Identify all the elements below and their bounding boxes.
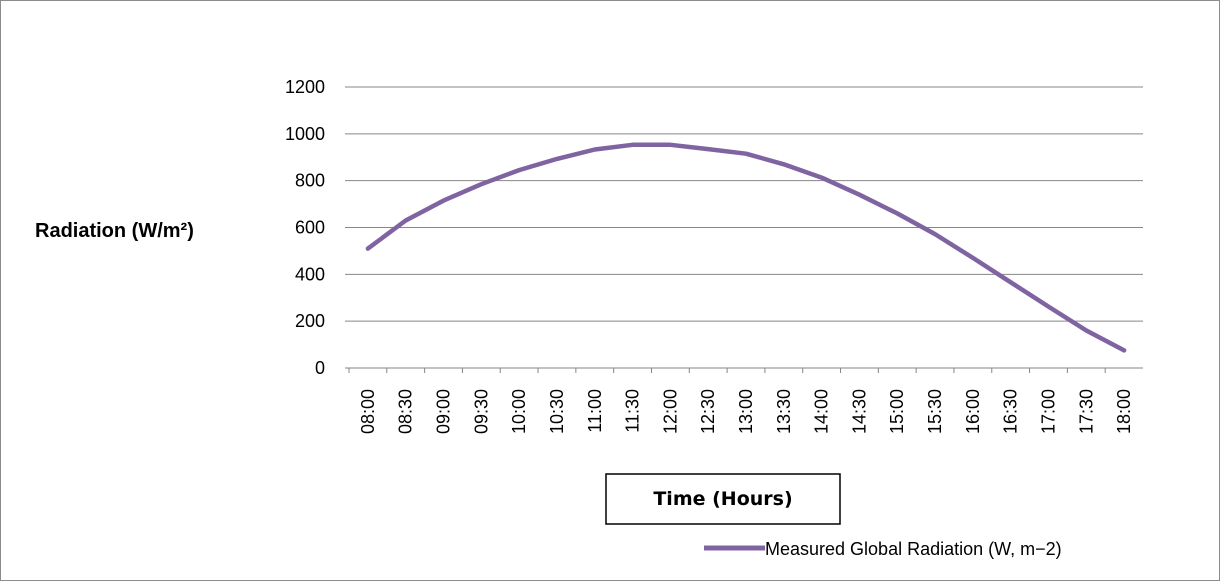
x-tick-label: 13:30 (774, 389, 794, 434)
x-tick-label: 10:00 (509, 389, 529, 434)
y-tick-label: 0 (315, 358, 325, 378)
y-axis-label: Radiation (W/m²) (35, 220, 194, 242)
x-tick-label: 15:00 (887, 389, 907, 434)
x-tick-labels: 08:00 08:30 09:00 09:30 10:00 10:30 11:00 11:30… (348, 368, 1134, 434)
y-tick-label: 200 (295, 311, 325, 331)
x-axis-label-box (605, 473, 841, 525)
x-tick-label: 08:30 (396, 389, 416, 434)
x-tick-label: 16:00 (963, 389, 983, 434)
x-tick-label: 11:00 (585, 389, 605, 433)
x-tick-label: 17:30 (1076, 389, 1096, 434)
series-line (365, 142, 1127, 353)
x-tick-label: 11:30 (623, 389, 643, 433)
x-tick-label: 15:30 (925, 389, 945, 434)
y-tick-label: 400 (295, 264, 325, 284)
x-tick-label: 17:00 (1038, 389, 1058, 434)
x-tick-label: 08:00 (358, 389, 378, 434)
y-tick-label: 800 (295, 171, 325, 191)
x-tick-label: 13:00 (736, 389, 756, 434)
y-tick-label: 1200 (285, 77, 325, 97)
x-tick-label: 12:00 (660, 389, 680, 434)
y-tick-label: 1000 (285, 124, 325, 144)
series-lines (365, 142, 1127, 353)
legend-label: Measured Global Radiation (W, m−2) (765, 539, 1062, 559)
y-tick-labels: 0 200 400 600 800 1000 1200 (285, 77, 325, 378)
x-tick-label: 09:30 (471, 389, 491, 434)
x-tick-label: 18:00 (1114, 389, 1134, 434)
x-tick-label: 09:00 (434, 389, 454, 434)
gridlines (345, 86, 1143, 369)
x-tick-label: 10:30 (547, 389, 567, 434)
legend: Measured Global Radiation (W, m−2) (704, 539, 1062, 559)
x-tick-label: 14:30 (849, 389, 869, 434)
y-tick-label: 600 (295, 218, 325, 238)
x-tick-label: 16:30 (1001, 389, 1021, 434)
x-axis-label: Time (Hours) (653, 488, 792, 510)
x-tick-label: 12:30 (698, 389, 718, 434)
x-tick-label: 14:00 (812, 389, 832, 434)
